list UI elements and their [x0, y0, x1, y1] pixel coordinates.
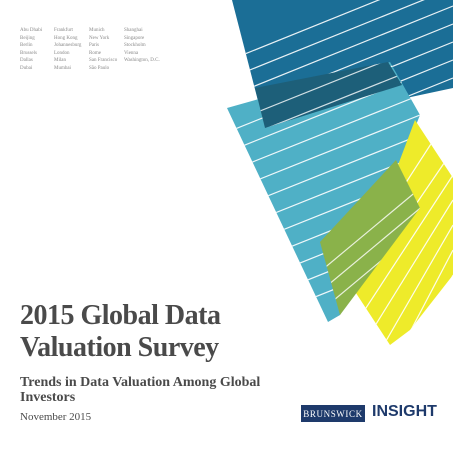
office-cities-list: Abu Dhabi Beijing Berlin Brussels Dallas… [20, 27, 184, 73]
report-subtitle: Trends in Data Valuation Among Global In… [20, 375, 261, 405]
brunswick-logo: BRUNSWICK [301, 405, 365, 422]
city-name: Johannesburg [54, 43, 82, 49]
city-name: Brussels [20, 50, 37, 56]
city-name: Milan [54, 58, 66, 64]
city-name: Beijing [20, 35, 35, 41]
city-name: Paris [89, 43, 99, 49]
city-name: São Paulo [89, 65, 110, 71]
city-column: Munich New York Paris Rome San Francisco… [89, 27, 124, 73]
city-name: Stockholm [124, 43, 146, 49]
insight-wordmark: INSIGHT [372, 403, 437, 420]
report-title: 2015 Global Data Valuation Survey [20, 300, 320, 364]
city-name: Berlin [20, 43, 33, 49]
city-name: Munich [89, 28, 105, 33]
city-name: Rome [89, 50, 101, 56]
title-line-1: 2015 Global Data [20, 300, 221, 331]
brand-name: BRUNSWICK [303, 408, 363, 419]
city-name: San Francisco [89, 58, 118, 64]
city-name: Mumbai [54, 65, 71, 71]
city-column: Abu Dhabi Beijing Berlin Brussels Dallas… [20, 27, 54, 73]
city-name: London [54, 50, 70, 56]
city-name: Abu Dhabi [20, 28, 43, 33]
city-name: Dubai [20, 65, 33, 71]
overlap-dark-band [255, 62, 402, 128]
report-date: November 2015 [20, 411, 92, 423]
city-name: Singapore [124, 35, 145, 41]
city-name: Shanghai [124, 28, 143, 33]
city-name: Dallas [20, 58, 33, 64]
city-name: Washington, D.C. [124, 58, 160, 64]
city-name: Vienna [124, 50, 139, 56]
city-column: Frankfurt Hong Kong Johannesburg London … [54, 27, 89, 73]
city-name: Hong Kong [54, 35, 78, 41]
title-line-2: Valuation Survey [20, 332, 219, 363]
city-name: New York [89, 35, 110, 41]
city-column: Shanghai Singapore Stockholm Vienna Wash… [124, 27, 184, 73]
city-name: Frankfurt [54, 28, 73, 33]
